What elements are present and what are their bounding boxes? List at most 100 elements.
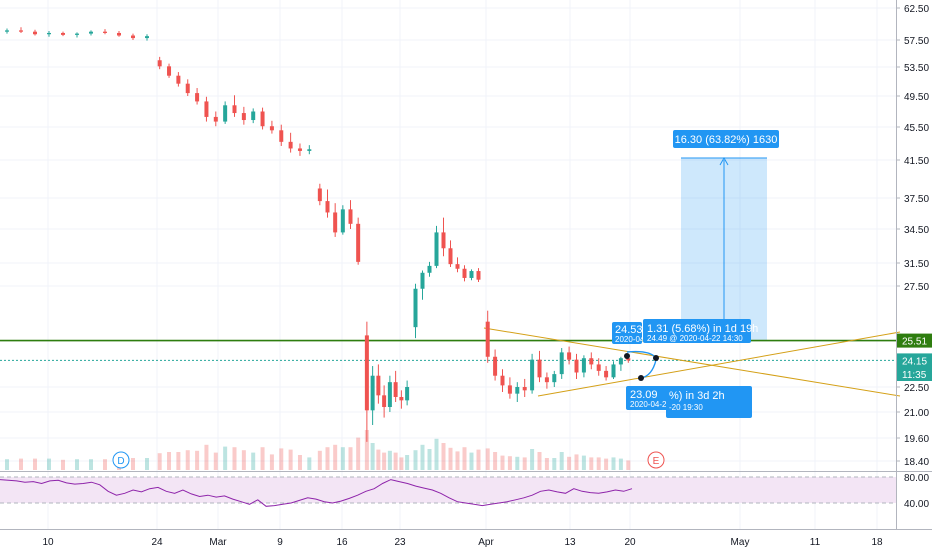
- volume-bar: [333, 444, 338, 470]
- candle-body: [618, 358, 623, 365]
- measure-down-price: 23.09: [630, 389, 658, 401]
- measure-up-text: 1.31 (5.68%) in 1d 19h: [647, 323, 758, 335]
- volume-bar: [213, 452, 218, 470]
- volume-bar: [131, 458, 135, 470]
- candle-body: [325, 201, 330, 213]
- candle-body: [167, 66, 172, 76]
- volume-bar: [611, 457, 616, 470]
- candle-body: [185, 83, 190, 94]
- volume-bar: [507, 456, 512, 470]
- volume-bar: [185, 450, 190, 470]
- target-arrowhead: [719, 156, 729, 166]
- time-tick-label: 9: [277, 537, 283, 548]
- price-tick-label: 21.00: [904, 408, 929, 419]
- candle-body: [567, 352, 572, 360]
- triangle-lower-line[interactable]: [537, 331, 901, 397]
- volume-bar: [559, 452, 564, 470]
- candle-body: [117, 32, 121, 36]
- candle-body: [507, 385, 512, 394]
- candle-body: [213, 116, 218, 122]
- measure-point-a[interactable]: [624, 353, 630, 359]
- measure-up-date: 2020-04-...: [615, 335, 654, 344]
- time-tick-label: 10: [42, 537, 54, 548]
- volume-bar: [348, 447, 353, 470]
- event-d-marker[interactable]: [112, 451, 130, 469]
- time-tick-label: 13: [564, 537, 576, 548]
- price-axis[interactable]: 62.50 57.50 53.50 49.50 45.50 41.50 37.50 34.50…: [896, 0, 932, 529]
- time-tick-label: May: [731, 537, 750, 548]
- volume-bar: [269, 454, 274, 470]
- volume-bar: [288, 449, 293, 470]
- volume-bar: [340, 447, 345, 470]
- price-tick-label: 53.50: [904, 63, 929, 74]
- volume-bar: [307, 457, 312, 470]
- volume-bar: [241, 450, 246, 470]
- candle-body: [370, 375, 375, 411]
- volume-bars: [5, 430, 631, 470]
- candle-body: [399, 397, 404, 401]
- long-position-tool[interactable]: 16.30 (63.82%) 1630: [673, 130, 779, 340]
- volume-bar: [5, 459, 9, 470]
- rsi-pane: [0, 471, 932, 507]
- candle-body: [522, 387, 527, 391]
- time-tick-label: 24: [151, 537, 163, 548]
- candle-body: [241, 113, 246, 121]
- volume-bar: [251, 452, 256, 470]
- candle-body: [89, 31, 93, 34]
- measurement-tools[interactable]: 24.53 2020-04-... 1.31 (5.68%) in 1d 19h…: [612, 319, 758, 418]
- volume-bar: [455, 451, 460, 470]
- candle-body: [441, 232, 446, 249]
- candle-body: [382, 395, 387, 407]
- candle-body: [47, 32, 51, 35]
- price-tick-label: 31.50: [904, 259, 929, 270]
- triangle-upper-line[interactable]: [483, 327, 901, 397]
- volume-bar: [356, 437, 361, 470]
- volume-bar: [522, 457, 527, 470]
- candle-body: [356, 223, 361, 262]
- volume-bar: [382, 452, 387, 470]
- candle-body: [288, 141, 293, 149]
- price-tick-label: 18.40: [904, 457, 929, 468]
- volume-bar: [399, 457, 404, 470]
- measure-point-c[interactable]: [638, 375, 644, 381]
- candle-body: [530, 359, 535, 391]
- candle-body: [413, 288, 418, 328]
- candle-body: [448, 248, 453, 265]
- price-tick-label: 57.50: [904, 36, 929, 47]
- volume-bar: [441, 443, 446, 470]
- volume-bar: [376, 449, 381, 470]
- candle-body: [297, 148, 302, 151]
- price-tick-label: 34.50: [904, 225, 929, 236]
- volume-bar: [427, 449, 432, 470]
- volume-bar: [157, 453, 162, 470]
- price-tick-label: 27.50: [904, 282, 929, 293]
- candle-body: [157, 60, 162, 67]
- measure-point-b[interactable]: [653, 355, 659, 361]
- time-tick-label: 20: [624, 537, 636, 548]
- candle-body: [348, 209, 353, 224]
- candle-body: [596, 364, 601, 371]
- candle-body: [103, 31, 107, 33]
- volume-bar: [581, 455, 586, 470]
- candle-body: [307, 149, 312, 151]
- candle-body: [260, 111, 265, 127]
- volume-bar: [47, 458, 51, 470]
- volume-bar: [544, 458, 549, 470]
- event-e-marker[interactable]: [647, 451, 665, 469]
- time-axis[interactable]: 10 24 Mar 9 16 23 Apr 13 20 May 11 18: [0, 529, 932, 549]
- time-tick-label: Mar: [209, 537, 227, 548]
- volume-bar: [325, 447, 330, 470]
- rsi-line: [0, 479, 633, 507]
- measure-up-subtext: 24.49 @ 2020-04-22 14:30: [647, 334, 743, 343]
- candle-body: [581, 358, 586, 373]
- price-tick-label: 41.50: [904, 156, 929, 167]
- rsi-band: [0, 477, 896, 503]
- volume-bar: [405, 455, 410, 470]
- volume-bar: [618, 458, 623, 470]
- event-markers[interactable]: D E: [112, 451, 665, 469]
- candle-body: [61, 32, 65, 35]
- candle-body: [434, 232, 439, 266]
- volume-bar: [364, 430, 369, 470]
